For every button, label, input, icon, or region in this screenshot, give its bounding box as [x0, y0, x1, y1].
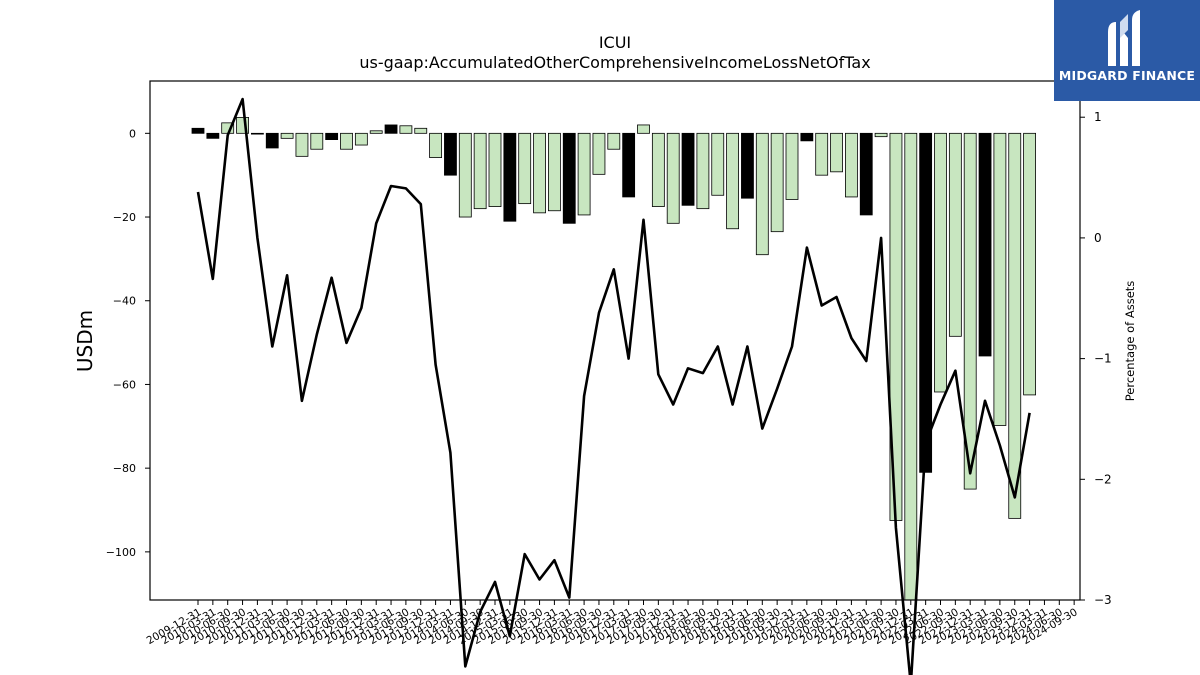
bar — [637, 124, 650, 134]
bar — [310, 132, 324, 150]
bar — [191, 127, 205, 134]
line-series — [196, 97, 1031, 675]
bar — [592, 132, 606, 175]
y-tick-label: −20 — [113, 211, 136, 224]
bar — [429, 132, 443, 158]
y-tick-label: −100 — [106, 546, 136, 559]
bar-series — [191, 117, 1036, 601]
bar — [444, 132, 457, 176]
bar — [948, 132, 962, 337]
bar — [874, 132, 888, 138]
y2-tick-label: 1 — [1094, 110, 1102, 124]
bar — [1008, 132, 1022, 519]
bar — [295, 132, 309, 157]
bar — [681, 132, 695, 206]
y2-tick-label: −2 — [1094, 472, 1112, 486]
bar — [562, 132, 576, 224]
bar — [607, 132, 621, 150]
bar — [265, 132, 279, 149]
bar — [978, 132, 992, 357]
bar — [340, 132, 353, 150]
bar — [1023, 132, 1036, 396]
bar — [696, 132, 710, 210]
bar — [369, 130, 383, 134]
bar — [325, 132, 339, 140]
bar — [250, 132, 264, 135]
bar — [651, 132, 665, 207]
y2-axis-label: Percentage of Assets — [1123, 281, 1137, 402]
plot-frame — [149, 80, 1081, 601]
y-tick-label: −60 — [113, 378, 136, 391]
y-axis-left: 0 −20 −40 −60 −80 −100 — [106, 127, 150, 559]
bar — [919, 132, 933, 473]
x-axis: 2009-12-312010-03-312010-06-302010-09-30… — [145, 600, 1080, 647]
bar — [399, 125, 413, 134]
bar — [770, 132, 784, 233]
y-tick-label: 0 — [129, 127, 136, 140]
bar — [354, 132, 368, 146]
y-tick-label: −40 — [113, 295, 136, 308]
y-tick-label: −80 — [113, 462, 136, 475]
bar — [518, 132, 532, 205]
y-axis-right: 1 0 −1 −2 −3 — [1080, 110, 1112, 607]
bar — [830, 132, 843, 173]
bar — [458, 132, 472, 218]
bar — [815, 132, 829, 176]
percentage-line — [196, 97, 1031, 675]
bar — [755, 132, 769, 256]
bar — [533, 132, 546, 214]
bar — [206, 132, 220, 139]
bar — [577, 132, 591, 216]
bar — [503, 132, 517, 222]
bar — [785, 132, 799, 200]
y2-tick-label: −3 — [1094, 593, 1112, 607]
bar — [800, 132, 814, 142]
bar — [711, 132, 725, 196]
brand-logo: MIDGARD FINANCE — [1054, 0, 1200, 101]
bar — [726, 132, 739, 230]
brand-name: MIDGARD FINANCE — [1058, 68, 1196, 83]
midgard-logo-icon — [1108, 10, 1140, 66]
bar — [859, 132, 873, 216]
y-axis-label: USDm — [73, 310, 97, 372]
chart-title: ICUI — [599, 33, 631, 52]
bar — [414, 127, 428, 134]
bar — [622, 132, 636, 198]
bar — [741, 132, 754, 199]
bar — [963, 132, 977, 490]
bar — [993, 132, 1007, 426]
bar — [934, 132, 947, 393]
bar — [904, 132, 918, 601]
bar — [845, 132, 858, 198]
bar — [280, 132, 294, 139]
bar — [488, 132, 502, 207]
bar — [473, 132, 487, 210]
bar — [666, 132, 680, 224]
y2-tick-label: −1 — [1094, 352, 1112, 366]
bar — [548, 132, 561, 212]
chart-subtitle: us-gaap:AccumulatedOtherComprehensiveInc… — [359, 53, 870, 72]
y2-tick-label: 0 — [1094, 231, 1102, 245]
bar — [384, 124, 398, 134]
